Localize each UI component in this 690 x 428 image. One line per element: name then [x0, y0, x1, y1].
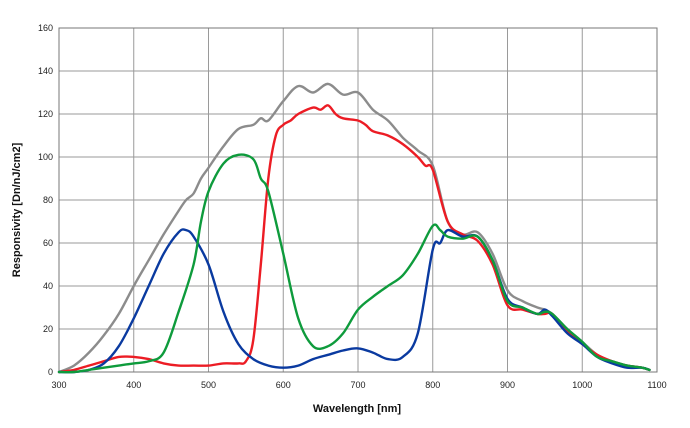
- grid-lines: [58, 27, 658, 373]
- x-tick-label: 800: [425, 380, 440, 390]
- y-axis-title: Responsivity [Dn/nJ/cm2]: [11, 142, 23, 277]
- x-tick-label: 1100: [647, 380, 666, 390]
- x-tick-label: 900: [500, 380, 515, 390]
- y-tick-label: 80: [43, 195, 53, 205]
- x-tick-label: 300: [51, 380, 66, 390]
- y-tick-label: 20: [43, 324, 53, 334]
- y-tick-labels: 0 20 40 60 80 100 120 140 160: [38, 23, 53, 377]
- x-tick-labels: 300 400 500 600 700 800 900 1000 1100: [51, 380, 666, 390]
- x-tick-label: 400: [126, 380, 141, 390]
- y-tick-label: 160: [38, 23, 53, 33]
- x-tick-label: 500: [201, 380, 216, 390]
- green-series-line: [57, 153, 651, 374]
- blue-series-line: [57, 228, 651, 374]
- y-tick-label: 40: [43, 281, 53, 291]
- y-tick-label: 100: [38, 152, 53, 162]
- y-tick-label: 140: [38, 66, 53, 76]
- y-tick-label: 0: [48, 367, 53, 377]
- series-lines: [57, 82, 651, 374]
- x-tick-label: 600: [276, 380, 291, 390]
- x-axis-title: Wavelength [nm]: [313, 403, 402, 415]
- x-tick-label: 1000: [572, 380, 592, 390]
- plot-frame: [58, 27, 658, 373]
- x-tick-label: 700: [350, 380, 365, 390]
- y-tick-label: 60: [43, 238, 53, 248]
- y-tick-label: 120: [38, 109, 53, 119]
- red-series-line: [57, 104, 651, 374]
